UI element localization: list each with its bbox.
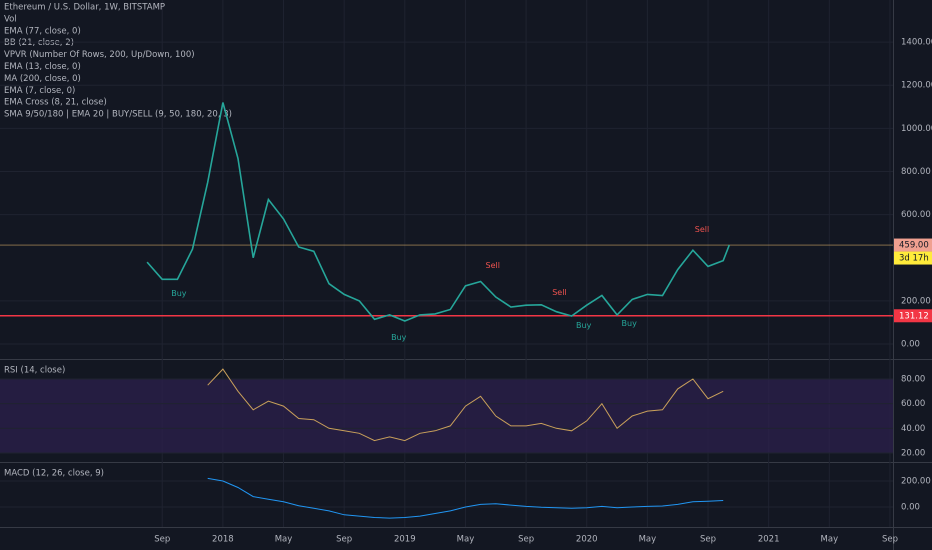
series-line bbox=[146, 102, 731, 322]
y-tick-label: 0.00 bbox=[901, 340, 920, 350]
y-tick-label: 200.00 bbox=[901, 296, 931, 306]
signal-label: Buy bbox=[391, 333, 407, 342]
indicator-legend: EMA (7, close, 0) bbox=[4, 86, 75, 96]
x-tick-label: May bbox=[457, 535, 475, 545]
x-tick-label: May bbox=[275, 535, 293, 545]
indicator-legend: VPVR (Number Of Rows, 200, Up/Down, 100) bbox=[4, 50, 195, 60]
series-line bbox=[207, 368, 724, 442]
pane-title: MACD (12, 26, close, 9) bbox=[4, 469, 104, 479]
y-tick-label: 1200.00 bbox=[901, 81, 932, 91]
y-tick-label: 200.00 bbox=[901, 477, 931, 487]
indicator-legend: BB (21, close, 2) bbox=[4, 38, 74, 48]
symbol-title: Ethereum / U.S. Dollar, 1W, BITSTAMP bbox=[4, 3, 165, 13]
x-tick-label: Sep bbox=[336, 535, 352, 545]
x-tick-label: 2020 bbox=[576, 535, 598, 545]
x-tick-label: 2021 bbox=[758, 535, 780, 545]
indicator-legend: MA (200, close, 0) bbox=[4, 74, 81, 84]
y-tick-label: 40.00 bbox=[901, 424, 925, 434]
signal-label: Sell bbox=[486, 261, 500, 270]
x-tick-label: Sep bbox=[882, 535, 898, 545]
rsi-band bbox=[0, 379, 893, 453]
y-tick-label: 20.00 bbox=[901, 448, 925, 458]
signal-label: Sell bbox=[552, 288, 566, 297]
price-tag-label: 131.12 bbox=[899, 311, 929, 321]
x-tick-label: Sep bbox=[518, 535, 534, 545]
indicator-legend: EMA (77, close, 0) bbox=[4, 26, 81, 36]
indicator-legend: EMA (13, close, 0) bbox=[4, 62, 81, 72]
signal-label: Buy bbox=[576, 321, 592, 330]
indicator-legend: Vol bbox=[4, 14, 17, 24]
series-line bbox=[207, 477, 724, 519]
indicator-legend: SMA 9/50/180 | EMA 20 | BUY/SELL (9, 50,… bbox=[4, 110, 232, 120]
signal-label: Sell bbox=[695, 225, 709, 234]
x-tick-label: 2019 bbox=[394, 535, 416, 545]
y-tick-label: 800.00 bbox=[901, 167, 931, 177]
y-tick-label: 0.00 bbox=[901, 503, 920, 513]
x-tick-label: Sep bbox=[700, 535, 716, 545]
price-tag-label: 459.00 bbox=[899, 241, 929, 251]
x-tick-label: Sep bbox=[154, 535, 170, 545]
x-tick-label: May bbox=[639, 535, 657, 545]
x-tick-label: 2018 bbox=[212, 535, 234, 545]
countdown-tag bbox=[894, 251, 932, 265]
indicator-legend: EMA Cross (8, 21, close) bbox=[4, 98, 107, 108]
y-tick-label: 80.00 bbox=[901, 375, 925, 385]
y-tick-label: 60.00 bbox=[901, 399, 925, 409]
y-tick-label: 1400.00 bbox=[901, 38, 932, 48]
pane-title: RSI (14, close) bbox=[4, 366, 65, 376]
countdown-label: 3d 17h bbox=[899, 254, 929, 264]
y-tick-label: 600.00 bbox=[901, 210, 931, 220]
price-tag bbox=[894, 238, 932, 252]
x-tick-label: May bbox=[821, 535, 839, 545]
signal-label: Buy bbox=[622, 319, 638, 328]
signal-label: Buy bbox=[171, 289, 187, 298]
y-tick-label: 1000.00 bbox=[901, 124, 932, 134]
price-tag bbox=[894, 309, 932, 323]
